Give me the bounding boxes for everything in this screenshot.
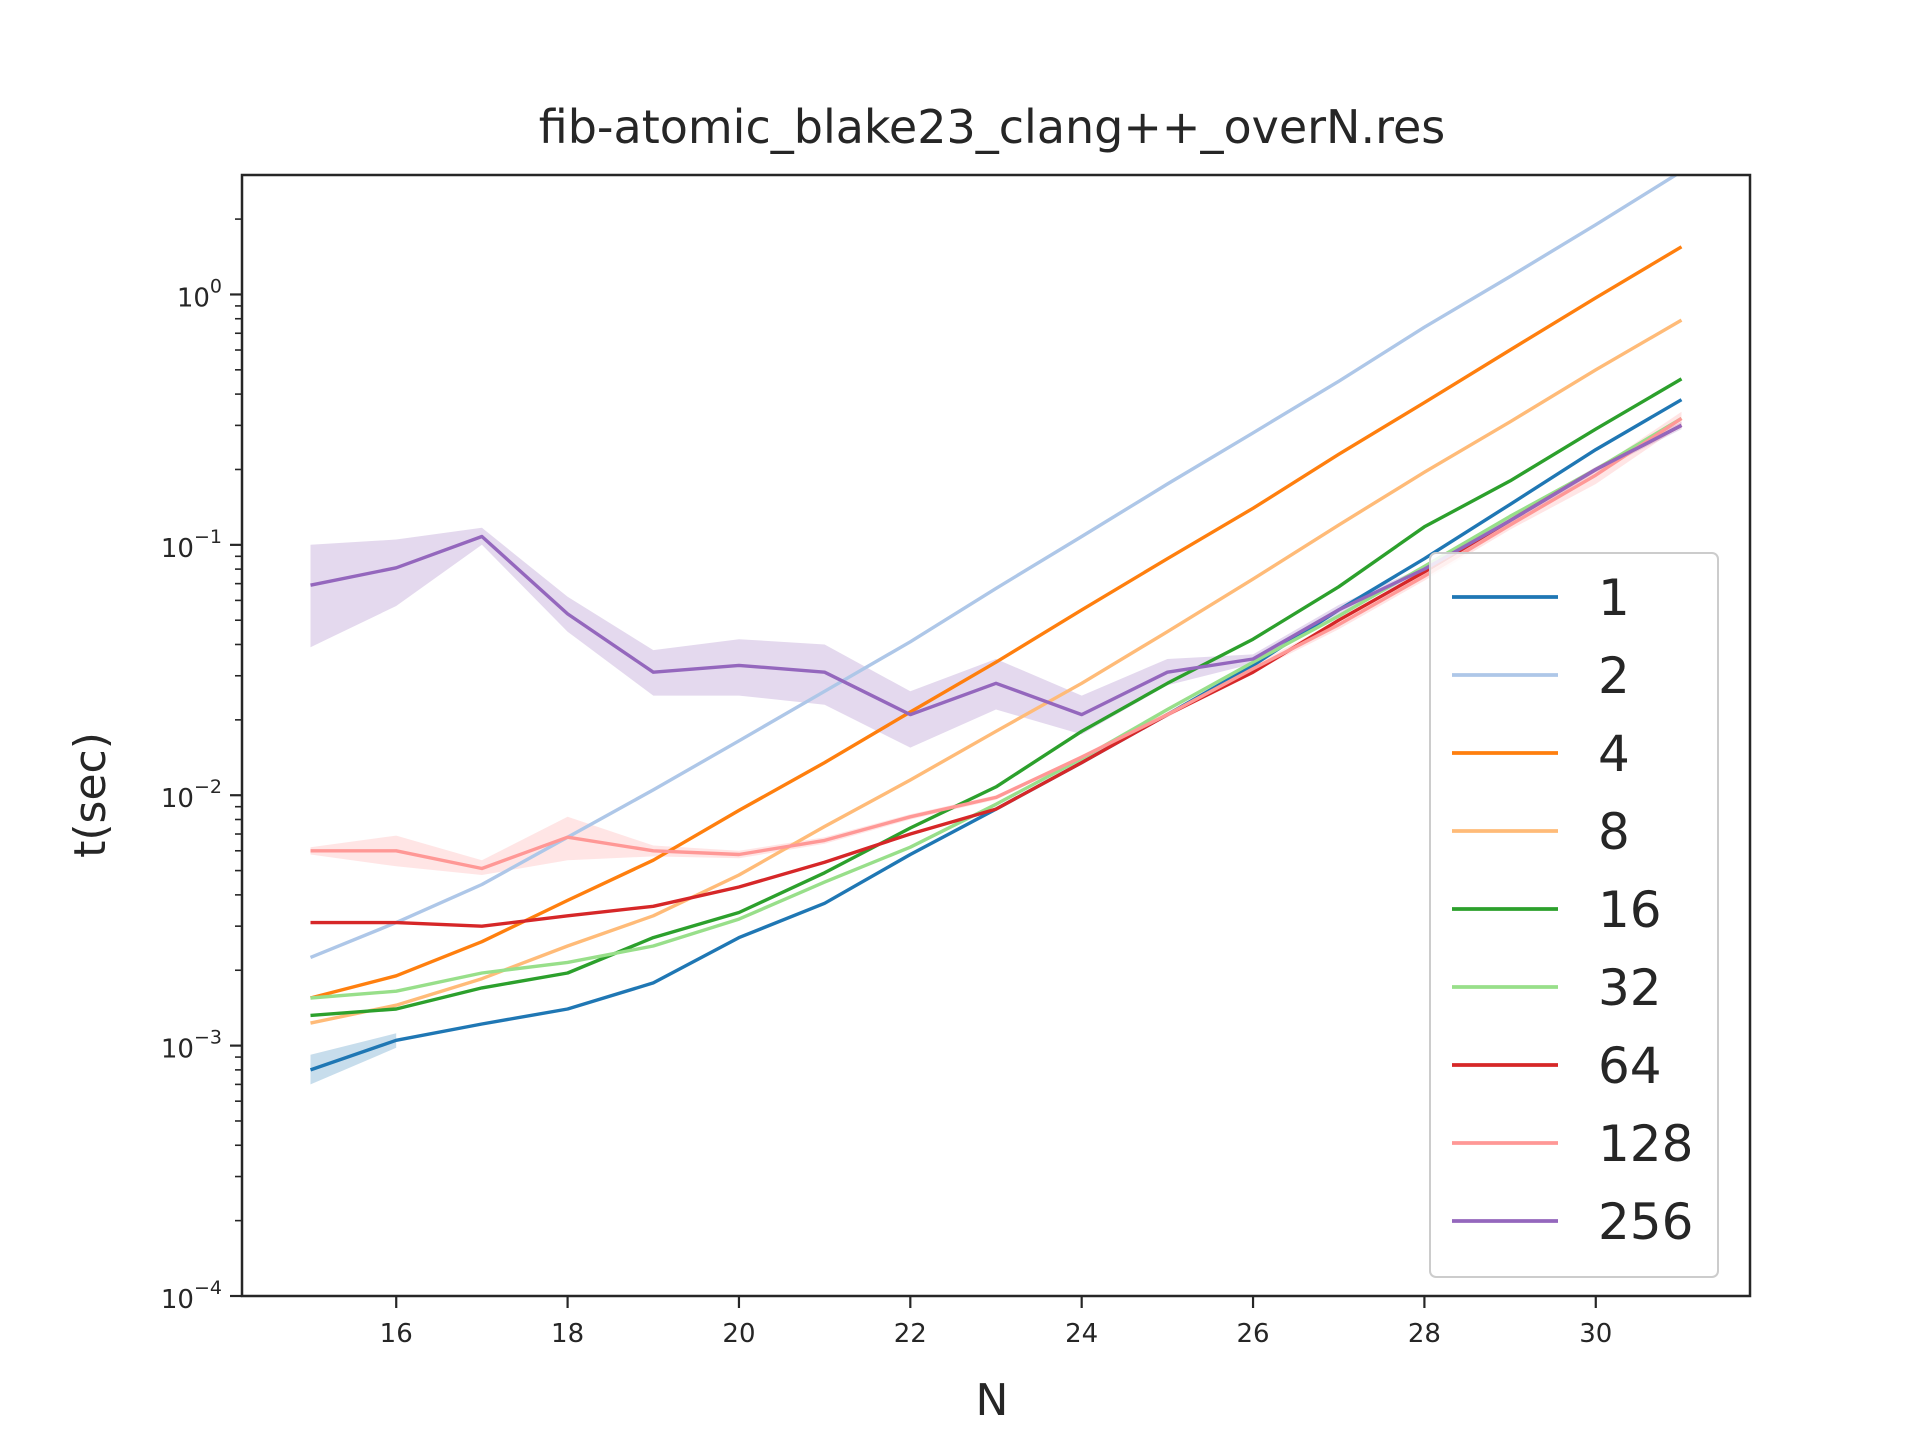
- x-tick-label: 16: [380, 1319, 413, 1349]
- x-tick-label: 30: [1579, 1319, 1612, 1349]
- x-tick-label: 24: [1065, 1319, 1098, 1349]
- legend-box: [1429, 552, 1719, 1278]
- y-tick-label: 10−1: [161, 526, 222, 564]
- legend-label-128: 128: [1598, 1115, 1693, 1173]
- plot-frame: [240, 173, 1752, 1298]
- series-line-4: [310, 245, 1683, 1000]
- y-tick-label: 10−2: [161, 776, 222, 814]
- series-line-2: [309, 175, 1679, 959]
- x-axis-label: N: [976, 1375, 1009, 1426]
- series-line-32: [310, 416, 1683, 1000]
- confidence-band-256: [310, 421, 1682, 748]
- y-tick-label: 100: [177, 275, 222, 313]
- legend-label-16: 16: [1598, 881, 1662, 939]
- y-axis-label: t(sec): [65, 732, 116, 858]
- legend-label-1: 1: [1598, 569, 1630, 627]
- x-tick-label: 28: [1408, 1319, 1441, 1349]
- series-line-16: [310, 377, 1683, 1018]
- confidence-band-1: [310, 1033, 397, 1085]
- x-tick-label: 18: [551, 1319, 584, 1349]
- y-tick-label: 10−4: [161, 1277, 222, 1315]
- legend-label-64: 64: [1598, 1037, 1662, 1095]
- series-line-8: [310, 318, 1683, 1025]
- y-tick-label: 10−3: [161, 1027, 222, 1065]
- chart-title: fib-atomic_blake23_clang++_overN.res: [539, 100, 1446, 154]
- legend-label-2: 2: [1598, 647, 1630, 705]
- legend-label-4: 4: [1598, 725, 1630, 783]
- legend-label-8: 8: [1598, 803, 1630, 861]
- x-tick-label: 22: [894, 1319, 927, 1349]
- legend-label-256: 256: [1598, 1193, 1693, 1251]
- legend-label-32: 32: [1598, 959, 1662, 1017]
- x-tick-label: 20: [722, 1319, 755, 1349]
- x-tick-label: 26: [1236, 1319, 1269, 1349]
- legend: 1 2 4 8 16 32 64 128 256: [1429, 552, 1719, 1278]
